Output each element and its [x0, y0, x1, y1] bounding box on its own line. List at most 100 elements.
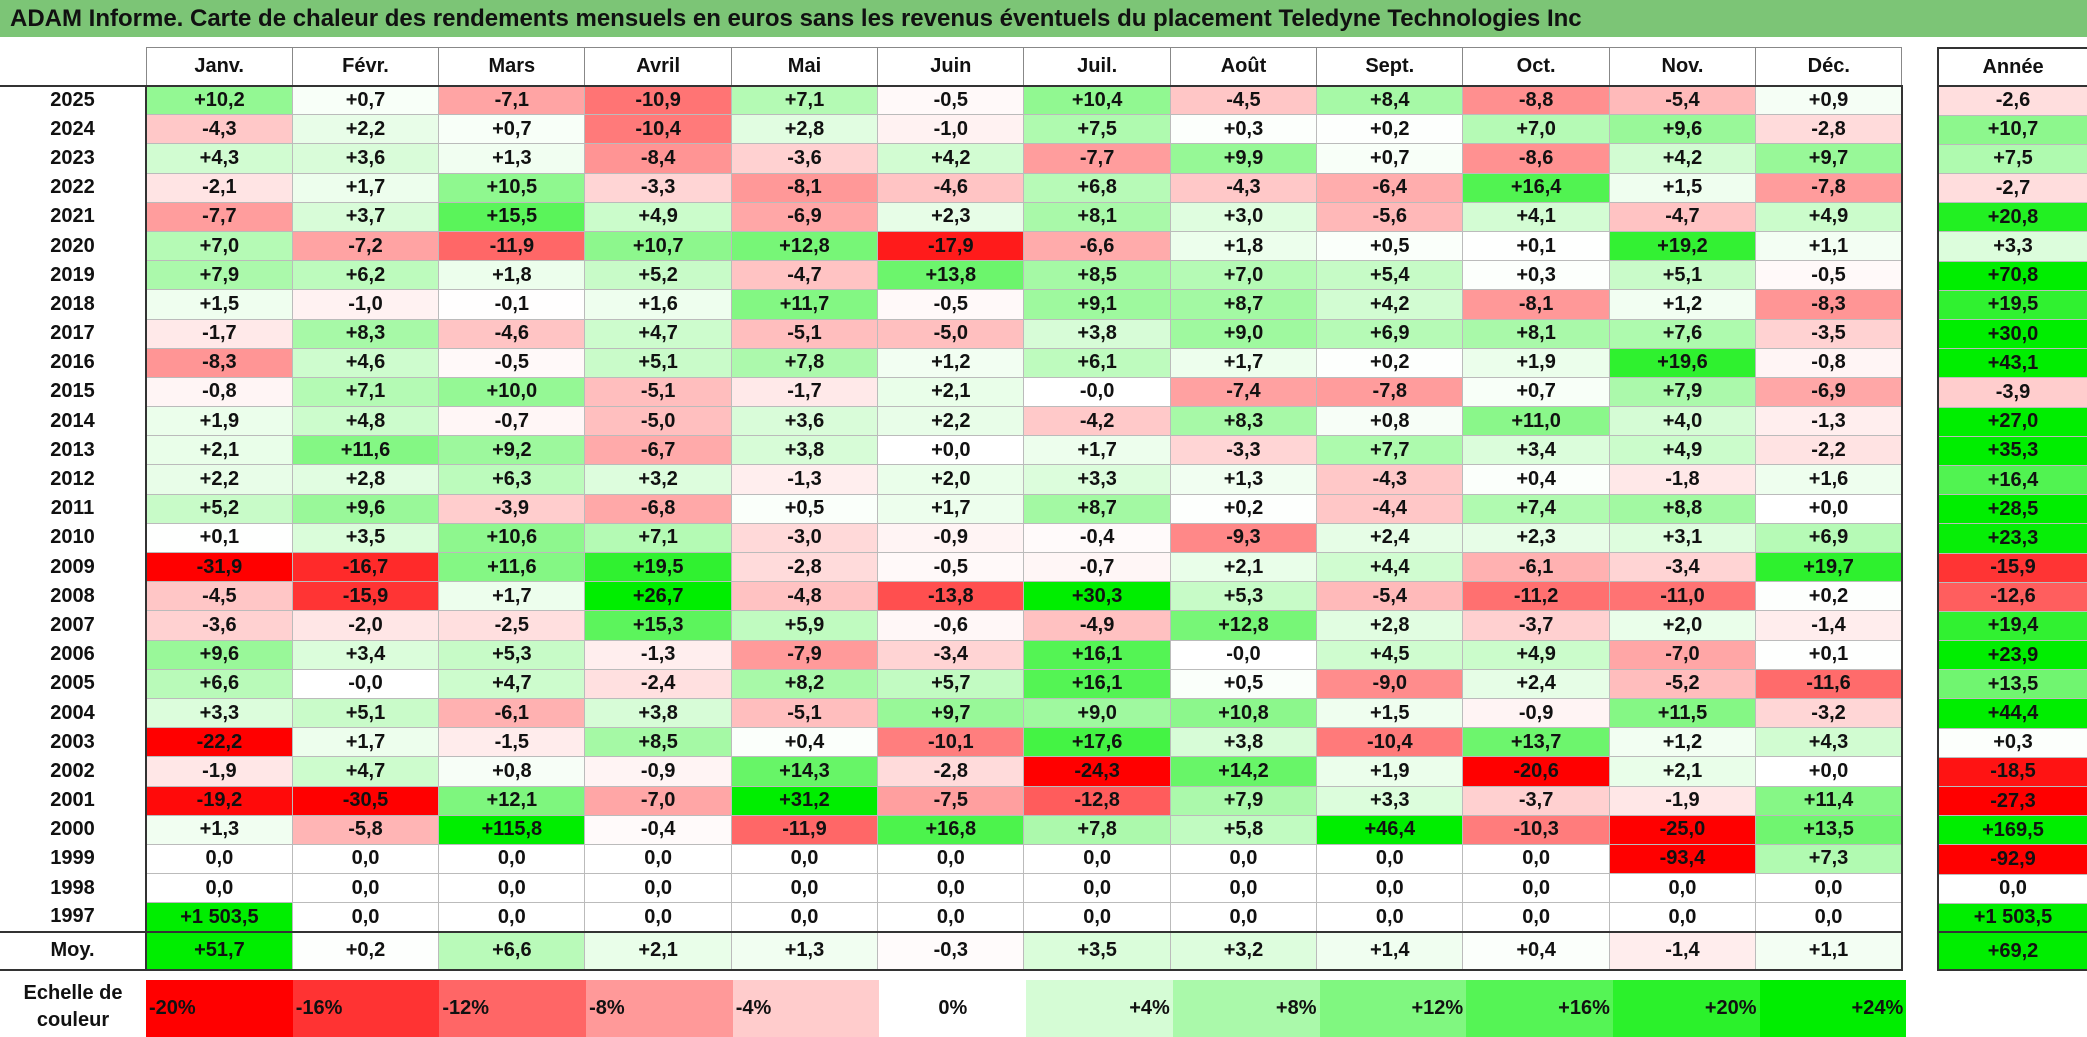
year-label: 2020	[0, 231, 147, 261]
heatmap-cell: +0,8	[438, 756, 586, 787]
table-row: 2004 +3,3 +5,1 -6,1 +3,8 -5,1 +9,7 +9,0 +10,8 +1,…	[0, 697, 1903, 729]
heatmap-cell: -7,1	[438, 84, 586, 116]
table-row: 2023 +4,3 +3,6 +1,3 -8,4 -3,6 +4,2 -7,7 +9,9 +0,7…	[0, 143, 1903, 174]
heatmap-cell: +7,6	[1608, 318, 1757, 349]
table-row: 2013 +2,1 +11,6 +9,2 -6,7 +3,8 +0,0 +1,7 -3,3 +7,…	[0, 435, 1903, 466]
scale-swatch: +20%	[1612, 980, 1760, 1037]
heatmap-cell: -1,9	[1608, 785, 1757, 816]
heatmap-cell: +9,6	[291, 493, 440, 524]
heatmap-cell: 0,0	[730, 843, 879, 875]
heatmap-cell: +0,3	[1462, 260, 1610, 291]
heatmap-cell: -5,1	[730, 697, 879, 729]
heatmap-cell: -0,4	[1023, 522, 1171, 554]
heatmap-cell: +16,4	[1462, 172, 1610, 203]
heatmap-cell: +11,7	[730, 289, 879, 320]
year-label: 2011	[0, 494, 147, 524]
heatmap-cell: 0,0	[1316, 873, 1464, 904]
heatmap-cell: +7,8	[730, 347, 879, 378]
heatmap-cell: +31,2	[730, 785, 879, 816]
heatmap-cell: 0,0	[1462, 873, 1610, 904]
heatmap-cell: +11,5	[1608, 697, 1757, 729]
table-row: +70,8	[1937, 261, 2087, 291]
year-label: 2018	[0, 289, 147, 319]
heatmap-cell: +6,6	[145, 668, 293, 699]
heatmap-cell: +2,0	[1608, 610, 1757, 641]
heatmap-cell: -0,8	[1755, 347, 1903, 378]
heatmap-cell: -0,0	[291, 668, 440, 699]
year-label: 1999	[0, 844, 147, 874]
heatmap-cell: -22,2	[145, 727, 293, 758]
heatmap-cell: +1,5	[1316, 697, 1464, 729]
year-label: 2006	[0, 640, 147, 670]
heatmap-cell: -5,0	[877, 318, 1025, 349]
heatmap-cell: +2,4	[1316, 522, 1464, 554]
heatmap-cell: -5,8	[291, 814, 440, 845]
heatmap-cell: -30,5	[291, 785, 440, 816]
year-label: 2000	[0, 815, 147, 845]
heatmap-cell: 0,0	[1462, 843, 1610, 875]
annual-cell: -15,9	[1937, 553, 2087, 583]
table-row: 2011 +5,2 +9,6 -3,9 -6,8 +0,5 +1,7 +8,7 +0,2 -4,4…	[0, 493, 1903, 524]
heatmap-cell: +0,5	[730, 493, 879, 524]
heatmap-cell: +4,2	[1608, 143, 1757, 174]
average-cell: +0,2	[291, 930, 440, 971]
heatmap-cell: -0,0	[1169, 639, 1318, 670]
annual-cell: +10,7	[1937, 115, 2087, 145]
heatmap-cell: +3,2	[584, 464, 732, 495]
heatmap-cell: +9,0	[1023, 697, 1171, 729]
heatmap-cell: 0,0	[1608, 873, 1757, 904]
heatmap-cell: 0,0	[1316, 902, 1464, 933]
heatmap-cell: -24,3	[1023, 756, 1171, 787]
table-row: +19,4	[1937, 611, 2087, 642]
heatmap-cell: -11,9	[438, 230, 586, 262]
heatmap-cell: -0,5	[877, 84, 1025, 116]
heatmap-cell: -11,2	[1462, 581, 1610, 612]
heatmap-cell: +19,2	[1608, 230, 1757, 262]
heatmap-cell: +4,9	[1608, 435, 1757, 466]
heatmap-cell: +0,5	[1316, 230, 1464, 262]
heatmap-cell: -0,5	[877, 289, 1025, 320]
color-scale: -20% -16% -12% -8% -4% 0% +4% +8% +12% +16% +20% +2…	[146, 980, 1907, 1037]
table-row: 2019 +7,9 +6,2 +1,8 +5,2 -4,7 +13,8 +8,5 +7,0 +5,…	[0, 260, 1903, 291]
table-row: +13,5	[1937, 669, 2087, 700]
heatmap-cell: +16,8	[877, 814, 1025, 845]
heatmap-cell: 0,0	[145, 873, 293, 904]
heatmap-cell: +1,9	[145, 406, 293, 437]
heatmap-cell: +4,6	[291, 347, 440, 378]
heatmap-cell: -0,5	[877, 551, 1025, 583]
heatmap-cell: +1,6	[1755, 464, 1903, 495]
heatmap-cell: +0,7	[438, 114, 586, 145]
heatmap-cell: +4,8	[291, 406, 440, 437]
heatmap-cell: +8,8	[1608, 493, 1757, 524]
heatmap-cell: -19,2	[145, 785, 293, 816]
table-row: 2024 -4,3 +2,2 +0,7 -10,4 +2,8 -1,0 +7,5 +0,3 +0,…	[0, 114, 1903, 145]
heatmap-cell: +4,3	[145, 143, 293, 174]
heatmap-cell: +5,2	[145, 493, 293, 524]
heatmap-cell: 0,0	[1608, 902, 1757, 933]
heatmap-cell: -0,8	[145, 376, 293, 408]
year-label: 2024	[0, 114, 147, 144]
table-row: 2012 +2,2 +2,8 +6,3 +3,2 -1,3 +2,0 +3,3 +1,3 -4,3…	[0, 464, 1903, 495]
heatmap-cell: +8,4	[1316, 84, 1464, 116]
heatmap-cell: +4,1	[1462, 201, 1610, 232]
annual-cell: +3,3	[1937, 231, 2087, 262]
heatmap-cell: -0,1	[438, 289, 586, 320]
heatmap-cell: -16,7	[291, 551, 440, 583]
annual-returns-column: Année -2,6 +10,7 +7,5 -2,7 +20,8 +3,3 +70,8 +19…	[1937, 47, 2087, 972]
heatmap-cell: +3,8	[584, 697, 732, 729]
table-row: -12,6	[1937, 582, 2087, 612]
annual-cell: +19,5	[1937, 290, 2087, 321]
annual-cell: +23,3	[1937, 523, 2087, 554]
table-row: 2016 -8,3 +4,6 -0,5 +5,1 +7,8 +1,2 +6,1 +1,7 +0,2…	[0, 347, 1903, 378]
table-row: -3,9	[1937, 377, 2087, 408]
heatmap-cell: -6,1	[1462, 551, 1610, 583]
heatmap-cell: -0,9	[877, 522, 1025, 554]
heatmap-cell: -93,4	[1608, 843, 1757, 875]
table-row: +0,3	[1937, 728, 2087, 758]
heatmap-cell: +17,6	[1023, 727, 1171, 758]
heatmap-cell: +10,8	[1169, 697, 1318, 729]
heatmap-cell: -7,8	[1316, 376, 1464, 408]
average-cell: +1,4	[1316, 930, 1464, 971]
heatmap-cell: +4,9	[1462, 639, 1610, 670]
heatmap-cell: -3,9	[438, 493, 586, 524]
